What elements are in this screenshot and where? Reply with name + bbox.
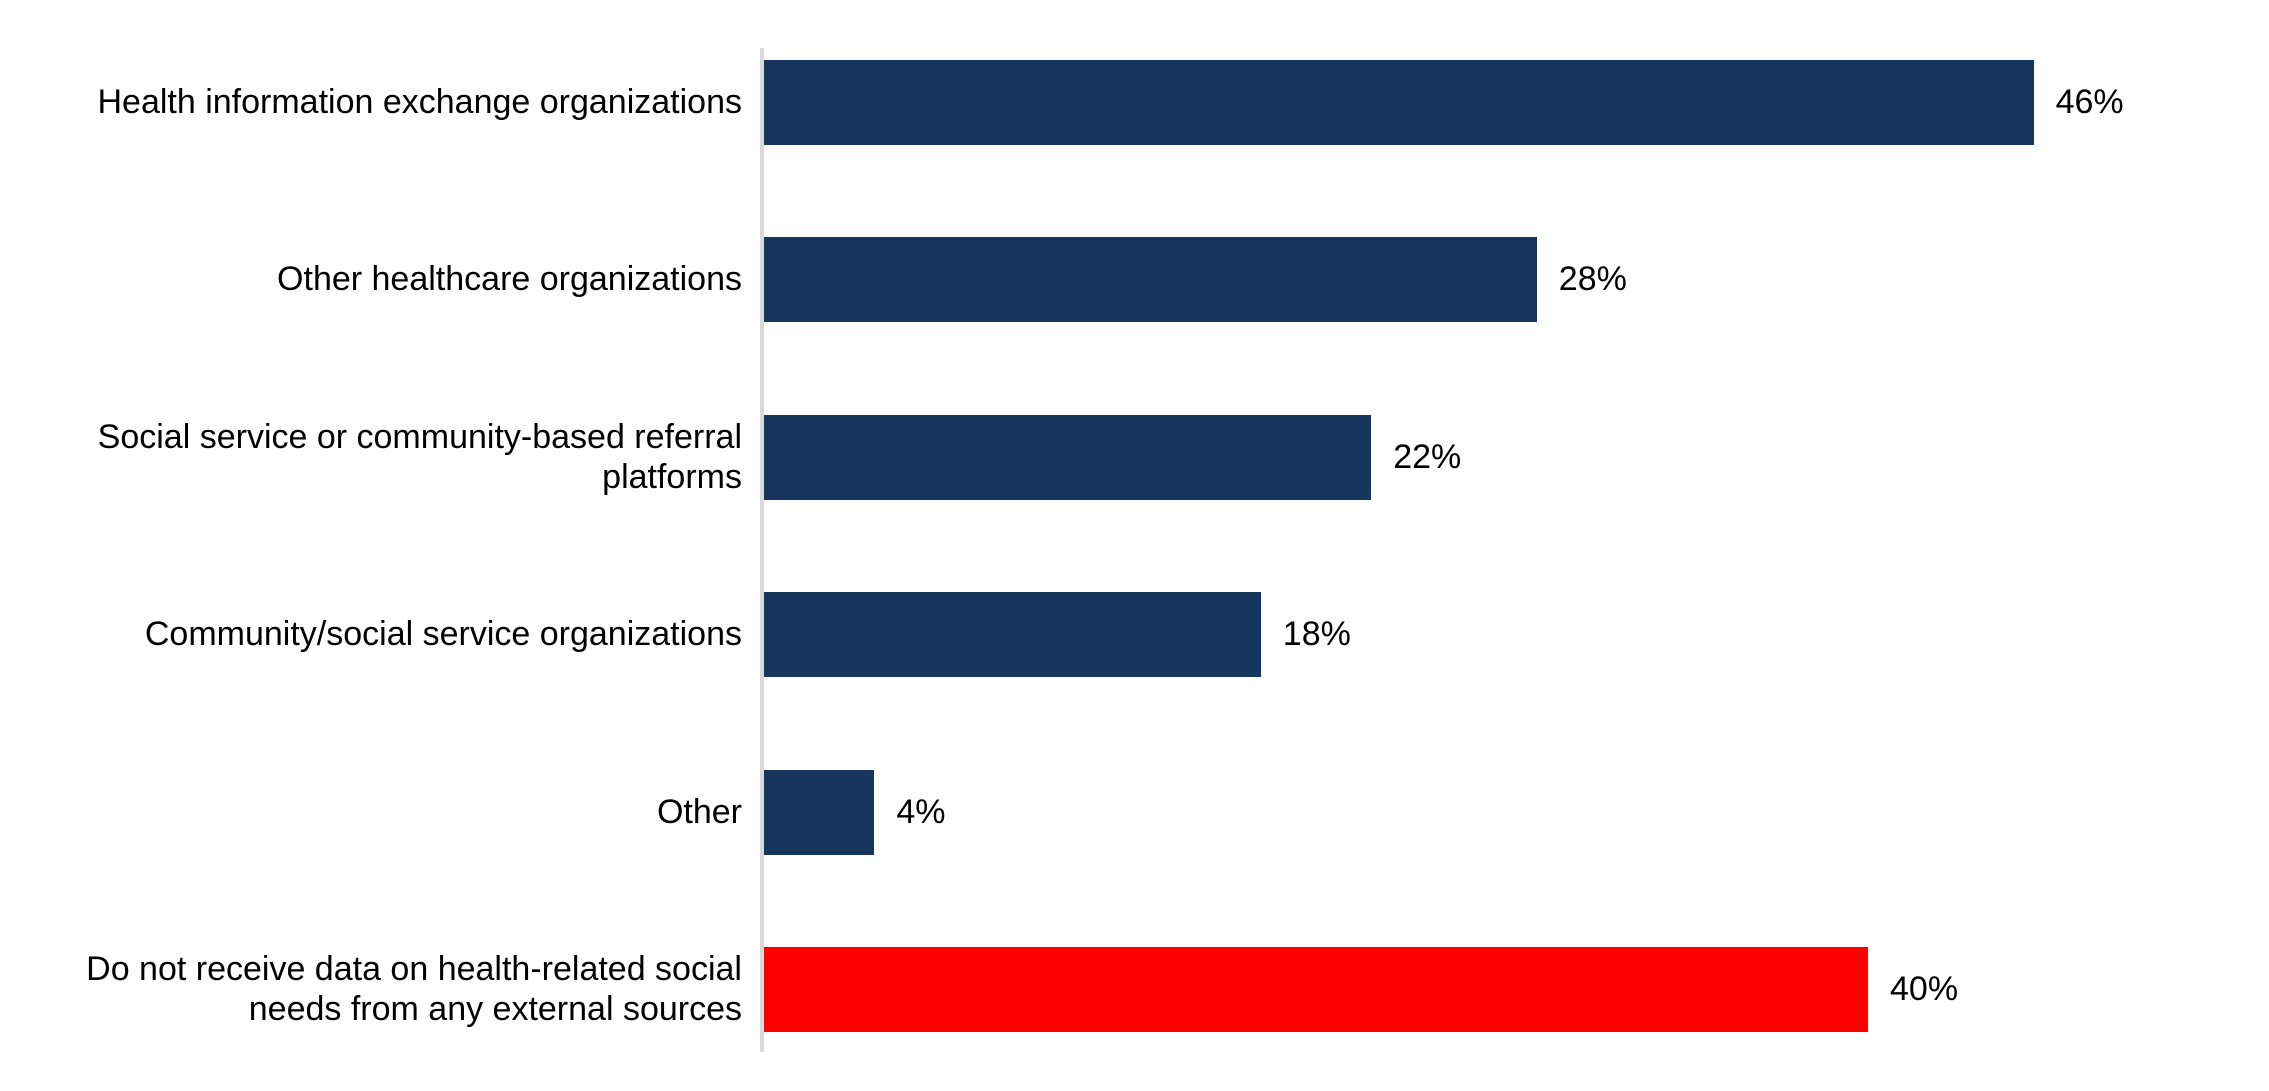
bar-track: 28%	[760, 237, 2269, 322]
bar-track: 22%	[760, 415, 2269, 500]
category-label-text: Other healthcare organizations	[277, 260, 742, 299]
value-label: 40%	[1890, 970, 1958, 1009]
value-label: 4%	[896, 793, 945, 832]
category-label-text: Social service or community-based referr…	[22, 418, 742, 496]
bar	[764, 592, 1261, 677]
horizontal-bar-chart: Health information exchange organization…	[0, 0, 2269, 1091]
value-label: 46%	[2056, 83, 2124, 122]
bar-row: Community/social service organizations 18…	[0, 592, 2269, 677]
category-label-text: Health information exchange organization…	[97, 83, 742, 122]
y-axis-line	[760, 48, 764, 1052]
value-label: 28%	[1559, 260, 1627, 299]
bar-row: Other healthcare organizations 28%	[0, 237, 2269, 322]
category-label: Other healthcare organizations	[0, 237, 760, 322]
bar	[764, 237, 1537, 322]
bar	[764, 947, 1868, 1032]
bar-track: 18%	[760, 592, 2269, 677]
category-label: Health information exchange organization…	[0, 60, 760, 145]
bar	[764, 415, 1371, 500]
category-label: Social service or community-based referr…	[0, 415, 760, 500]
value-label: 22%	[1393, 438, 1461, 477]
bar-track: 46%	[760, 60, 2269, 145]
bar-row: Do not receive data on health-related so…	[0, 947, 2269, 1032]
category-label-text: Other	[657, 793, 742, 832]
bar-row: Social service or community-based referr…	[0, 415, 2269, 500]
category-label: Other	[0, 770, 760, 855]
bar	[764, 770, 874, 855]
bar-row: Other 4%	[0, 770, 2269, 855]
category-label: Community/social service organizations	[0, 592, 760, 677]
category-label: Do not receive data on health-related so…	[0, 947, 760, 1032]
bar-track: 4%	[760, 770, 2269, 855]
value-label: 18%	[1283, 615, 1351, 654]
bar-track: 40%	[760, 947, 2269, 1032]
category-label-text: Do not receive data on health-related so…	[22, 950, 742, 1028]
bar	[764, 60, 2034, 145]
category-label-text: Community/social service organizations	[145, 615, 742, 654]
bar-row: Health information exchange organization…	[0, 60, 2269, 145]
